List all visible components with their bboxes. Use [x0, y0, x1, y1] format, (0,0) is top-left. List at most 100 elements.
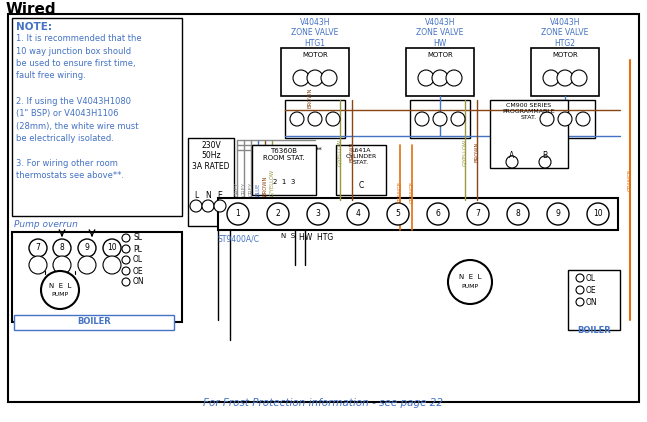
Text: 10: 10 — [593, 209, 603, 219]
Circle shape — [78, 239, 96, 257]
Text: 10 way junction box should: 10 way junction box should — [16, 46, 131, 56]
Circle shape — [122, 256, 130, 264]
Text: 10: 10 — [107, 243, 117, 252]
Text: PUMP: PUMP — [461, 284, 479, 289]
Bar — [568, 270, 620, 330]
Text: L641A
CYLINDER
STAT.: L641A CYLINDER STAT. — [345, 148, 377, 165]
Bar — [490, 100, 568, 168]
Text: be used to ensure first time,: be used to ensure first time, — [16, 59, 136, 68]
Text: BROWN: BROWN — [474, 142, 479, 162]
Text: ORANGE: ORANGE — [397, 181, 402, 203]
Text: 8: 8 — [60, 243, 64, 252]
Circle shape — [446, 70, 462, 86]
Bar — [188, 138, 234, 226]
Circle shape — [103, 239, 121, 257]
Text: N  E  L: N E L — [49, 283, 71, 289]
Circle shape — [418, 70, 434, 86]
Circle shape — [214, 200, 226, 212]
Text: thermostats see above**.: thermostats see above**. — [16, 171, 124, 181]
Circle shape — [308, 112, 322, 126]
Text: V4043H
ZONE VALVE
HTG1: V4043H ZONE VALVE HTG1 — [291, 18, 338, 48]
Circle shape — [547, 203, 569, 225]
Text: BOILER: BOILER — [577, 326, 611, 335]
Circle shape — [227, 203, 249, 225]
Bar — [281, 48, 349, 96]
Bar — [12, 18, 182, 216]
Text: Wired: Wired — [6, 2, 57, 17]
Text: ON: ON — [586, 298, 598, 307]
Circle shape — [190, 200, 202, 212]
Text: CM900 SERIES
PROGRAMMABLE
STAT.: CM900 SERIES PROGRAMMABLE STAT. — [503, 103, 555, 119]
Bar — [252, 145, 316, 195]
Circle shape — [326, 112, 340, 126]
Text: N: N — [205, 192, 211, 200]
Circle shape — [321, 70, 337, 86]
Text: SL: SL — [133, 233, 142, 243]
Bar — [14, 315, 174, 330]
Circle shape — [202, 200, 214, 212]
Text: **: ** — [316, 147, 323, 153]
Text: PL: PL — [133, 244, 142, 254]
Bar — [535, 100, 595, 138]
Text: 7: 7 — [476, 209, 481, 219]
Circle shape — [387, 203, 409, 225]
Text: V4043H
ZONE VALVE
HTG2: V4043H ZONE VALVE HTG2 — [542, 18, 589, 48]
Circle shape — [53, 239, 71, 257]
Text: BROWN: BROWN — [263, 176, 267, 196]
Text: E: E — [217, 192, 223, 200]
Circle shape — [103, 256, 121, 274]
Circle shape — [587, 203, 609, 225]
Bar — [218, 198, 618, 230]
Circle shape — [576, 274, 584, 282]
Text: A: A — [509, 151, 514, 160]
Text: B: B — [542, 151, 547, 160]
Circle shape — [576, 286, 584, 294]
Text: 2: 2 — [276, 209, 280, 219]
Text: GREY: GREY — [241, 182, 247, 196]
Circle shape — [506, 156, 518, 168]
Text: 230V
50Hz
3A RATED: 230V 50Hz 3A RATED — [192, 141, 230, 171]
Text: HW  HTG: HW HTG — [299, 233, 333, 242]
Circle shape — [347, 203, 369, 225]
Text: 9: 9 — [556, 209, 560, 219]
Text: NOTE:: NOTE: — [16, 22, 52, 32]
Text: C: C — [358, 181, 364, 189]
Text: OL: OL — [586, 274, 596, 283]
Circle shape — [557, 70, 573, 86]
Text: (28mm), the white wire must: (28mm), the white wire must — [16, 122, 138, 130]
Circle shape — [467, 203, 489, 225]
Circle shape — [451, 112, 465, 126]
Circle shape — [41, 271, 79, 309]
Text: (1" BSP) or V4043H1106: (1" BSP) or V4043H1106 — [16, 109, 118, 118]
Circle shape — [267, 203, 289, 225]
Circle shape — [576, 298, 584, 306]
Text: MOTOR: MOTOR — [552, 52, 578, 58]
Text: BROWN: BROWN — [307, 88, 313, 108]
Text: 7: 7 — [36, 243, 40, 252]
Text: 2. If using the V4043H1080: 2. If using the V4043H1080 — [16, 97, 131, 106]
Text: MOTOR: MOTOR — [302, 52, 328, 58]
Bar — [406, 48, 474, 96]
Text: BROWN: BROWN — [349, 142, 355, 162]
Bar — [12, 232, 182, 322]
Circle shape — [433, 112, 447, 126]
Text: ORANGE: ORANGE — [628, 169, 633, 191]
Text: MOTOR: MOTOR — [427, 52, 453, 58]
Circle shape — [307, 70, 323, 86]
Text: fault free wiring.: fault free wiring. — [16, 71, 86, 81]
Circle shape — [122, 267, 130, 275]
Text: G/YELLOW: G/YELLOW — [463, 138, 468, 165]
Circle shape — [122, 245, 130, 253]
Bar — [410, 100, 470, 138]
Text: T6360B
ROOM STAT.: T6360B ROOM STAT. — [263, 148, 305, 161]
Circle shape — [432, 70, 448, 86]
Bar — [531, 48, 599, 96]
Text: For Frost Protection information - see page 22: For Frost Protection information - see p… — [203, 398, 443, 408]
Circle shape — [307, 203, 329, 225]
Circle shape — [427, 203, 449, 225]
Text: OE: OE — [586, 286, 597, 295]
Text: BOILER: BOILER — [77, 317, 111, 327]
Circle shape — [53, 256, 71, 274]
Text: L: L — [194, 192, 198, 200]
Bar — [336, 145, 386, 195]
